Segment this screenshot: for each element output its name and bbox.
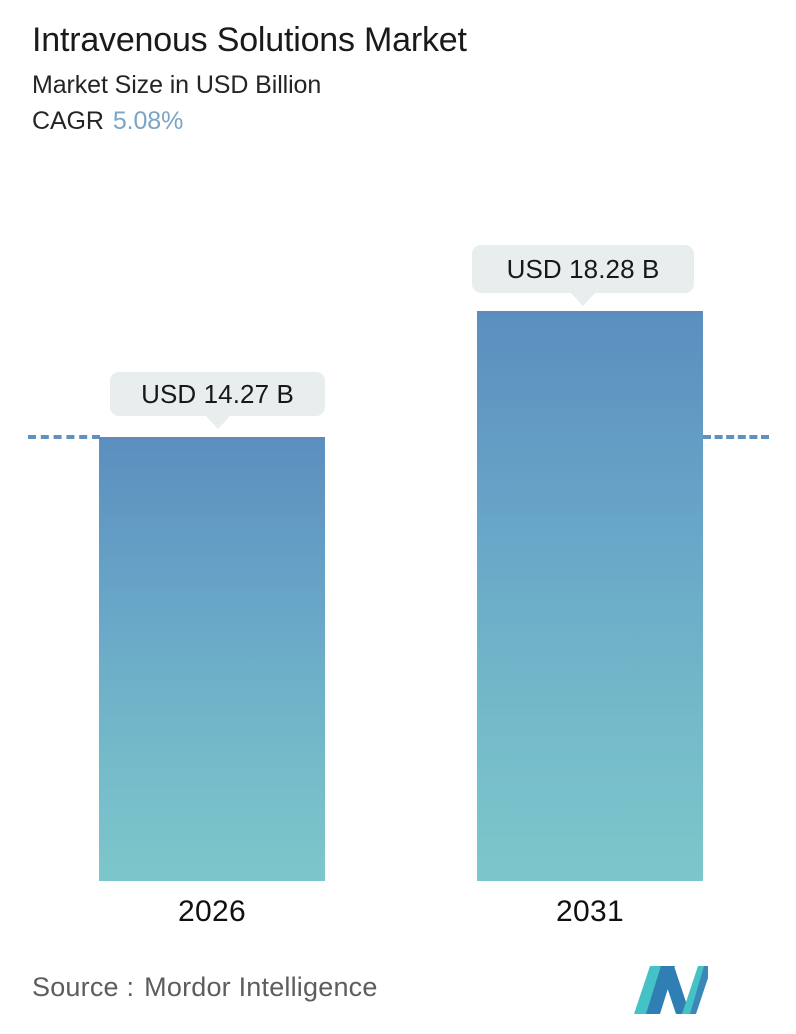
bar-2026-top-edge [99,437,325,440]
bar-2031[interactable] [477,311,703,881]
x-axis-label-2031: 2031 [556,895,624,928]
mordor-intelligence-logo-icon [634,966,708,1014]
bar-2031-top-edge [477,311,703,314]
chart-subtitle: Market Size in USD Billion [32,71,322,99]
tooltip-pointer-icon [570,292,596,306]
data-label-2031-text: USD 18.28 B [506,253,660,284]
page-title: Intravenous Solutions Market [32,21,467,59]
cagr-row: CAGR 5.08% [32,104,772,138]
source-label: Source : [32,972,135,1002]
source-value: Mordor Intelligence [144,972,378,1002]
cagr-label: CAGR [32,107,104,135]
reference-line-left [28,435,100,439]
tooltip-pointer-icon [204,415,231,429]
data-label-2026: USD 14.27 B [110,372,325,429]
reference-line-right [703,435,769,439]
bar-2026[interactable] [99,437,325,881]
x-axis-label-2026: 2026 [178,895,246,928]
source-line: Source : Mordor Intelligence [32,972,378,1003]
data-label-2031: USD 18.28 B [472,245,694,306]
data-label-2026-text: USD 14.27 B [141,378,294,409]
chart-header: Intravenous Solutions Market Market Size… [32,18,772,138]
cagr-value: 5.08% [112,107,184,135]
